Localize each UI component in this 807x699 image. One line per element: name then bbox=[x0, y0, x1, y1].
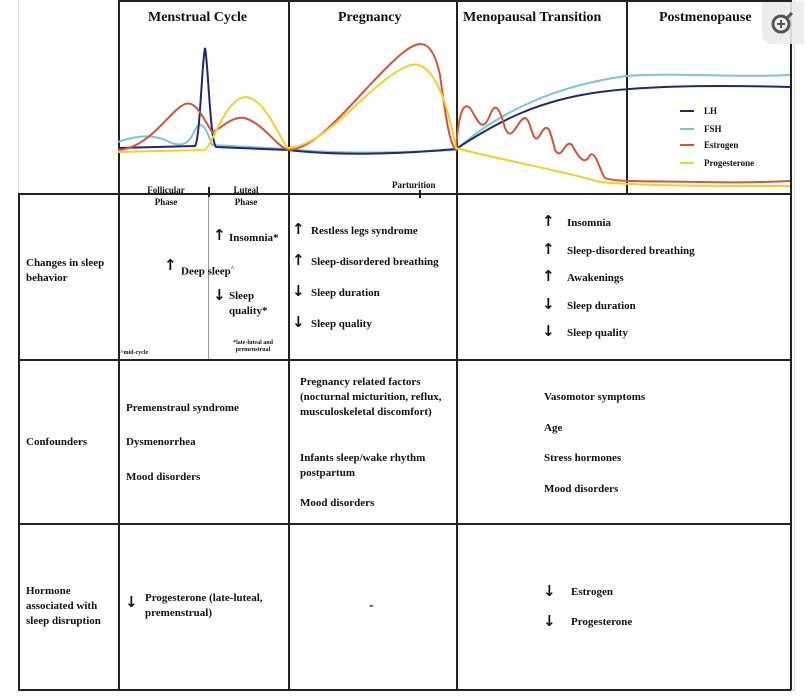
confounder-item: Infants sleep/wake rhythm postpartum bbox=[300, 452, 426, 479]
arrow-up-icon: ↑ bbox=[542, 212, 555, 230]
hormone-pregnancy: - bbox=[369, 598, 374, 613]
hormone-curves bbox=[117, 43, 791, 187]
sleep-change-item: Sleep quality bbox=[567, 327, 628, 339]
arrow-down-icon: ↓ bbox=[543, 582, 556, 600]
note-late-luteal: *late-luteal and premenstrual bbox=[233, 340, 273, 353]
phase-tick bbox=[208, 187, 210, 197]
divider bbox=[790, 193, 792, 690]
sleep-change-item: Awakenings bbox=[567, 272, 624, 284]
confounder-item: Mood disorders bbox=[300, 497, 375, 509]
header-menopausal-transition: Menopausal Transition bbox=[463, 10, 602, 25]
divider bbox=[118, 0, 120, 193]
sleep-change-item: Sleep-disordered breathing bbox=[567, 244, 695, 257]
divider bbox=[626, 0, 628, 193]
divider bbox=[18, 193, 791, 195]
arrow-up-icon: ↑ bbox=[542, 267, 555, 285]
confounder-item: Age bbox=[544, 422, 563, 434]
lh-curve bbox=[117, 47, 791, 155]
fsh-curve bbox=[117, 73, 791, 154]
sleep-change-item: Sleep duration bbox=[567, 299, 636, 312]
note-mid-cycle: ^mid-cycle bbox=[120, 350, 149, 356]
divider bbox=[18, 359, 791, 361]
arrow-down-icon: ↓ bbox=[213, 286, 226, 304]
hormone-menstrual: Progesterone (late-luteal, premenstrual) bbox=[145, 592, 263, 619]
legend-label-estrogen: Estrogen bbox=[704, 140, 739, 150]
luteal-phase-label: Luteal Phase bbox=[233, 185, 259, 207]
sleep-change-item: Sleep quality bbox=[311, 318, 372, 330]
arrow-up-icon: ↑ bbox=[213, 226, 226, 244]
legend-label-lh: LH bbox=[704, 106, 718, 116]
divider bbox=[18, 523, 791, 525]
divider bbox=[18, 193, 20, 690]
sleep-change-item: Insomnia bbox=[567, 217, 612, 229]
sleep-change-item: Restless legs syndrome bbox=[311, 225, 418, 237]
row-label-confounders: Confounders bbox=[26, 436, 88, 448]
confounder-item: Mood disorders bbox=[126, 471, 201, 483]
divider bbox=[456, 0, 458, 690]
divider bbox=[118, 193, 120, 690]
progesterone-curve bbox=[117, 63, 791, 187]
parturition-label: Parturition bbox=[392, 180, 436, 190]
row-label-hormone: Hormone associated with sleep disruption bbox=[26, 585, 101, 627]
divider bbox=[790, 0, 792, 193]
divider bbox=[118, 0, 791, 2]
arrow-up-icon: ↑ bbox=[292, 251, 305, 269]
estrogen-curve bbox=[117, 43, 791, 184]
zoom-in-button[interactable] bbox=[762, 2, 804, 44]
divider bbox=[18, 689, 791, 691]
arrow-up-icon: ↑ bbox=[542, 239, 555, 258]
confounder-item: Mood disorders bbox=[544, 483, 619, 495]
sleep-change-item: Sleep-disordered breathing bbox=[311, 256, 439, 268]
insomnia: Insomnia* bbox=[229, 232, 279, 244]
legend-label-fsh: FSH bbox=[704, 124, 722, 134]
confounder-item: Dysmenorrhea bbox=[126, 436, 196, 448]
row-label-sleep: Changes in sleep behavior bbox=[26, 257, 105, 284]
legend-label-progesterone: Progesterone bbox=[704, 158, 755, 168]
arrow-down-icon: ↓ bbox=[292, 313, 305, 331]
phase-divider bbox=[208, 193, 209, 359]
sleep-quality: Sleep quality* bbox=[229, 290, 268, 317]
header-menstrual: Menstrual Cycle bbox=[148, 10, 248, 25]
legend-swatch-estrogen bbox=[680, 144, 694, 146]
hormone-menopause: Progesterone bbox=[571, 616, 633, 628]
header-postmenopause: Postmenopause bbox=[659, 10, 752, 25]
follicular-phase-label: Follicular Phase bbox=[147, 185, 185, 207]
confounder-item: Stress hormones bbox=[544, 452, 622, 464]
arrow-up-icon: ↑ bbox=[164, 256, 177, 274]
zoom-in-icon bbox=[771, 11, 794, 34]
hormone-menopause: Estrogen bbox=[571, 586, 613, 598]
arrow-down-icon: ↓ bbox=[542, 322, 555, 340]
arrow-down-icon: ↓ bbox=[292, 282, 305, 300]
confounder-item: Pregnancy related factors (nocturnal mic… bbox=[300, 376, 442, 418]
divider bbox=[288, 0, 290, 690]
deep-sleep: Deep sleep^ bbox=[181, 265, 235, 278]
legend-swatch-lh bbox=[680, 110, 694, 112]
confounder-item: Premenstraul syndrome bbox=[126, 402, 239, 414]
confounder-item: Vasomotor symptoms bbox=[544, 391, 646, 403]
legend-swatch-progesterone bbox=[680, 162, 694, 164]
arrow-up-icon: ↑ bbox=[292, 220, 305, 238]
sleep-change-item: Sleep duration bbox=[311, 287, 380, 299]
parturition-tick bbox=[419, 190, 421, 198]
header-pregnancy: Pregnancy bbox=[338, 10, 402, 25]
legend-swatch-fsh bbox=[680, 128, 694, 130]
arrow-down-icon: ↓ bbox=[542, 294, 555, 313]
arrow-down-icon: ↓ bbox=[125, 593, 138, 611]
arrow-down-icon: ↓ bbox=[543, 612, 556, 630]
